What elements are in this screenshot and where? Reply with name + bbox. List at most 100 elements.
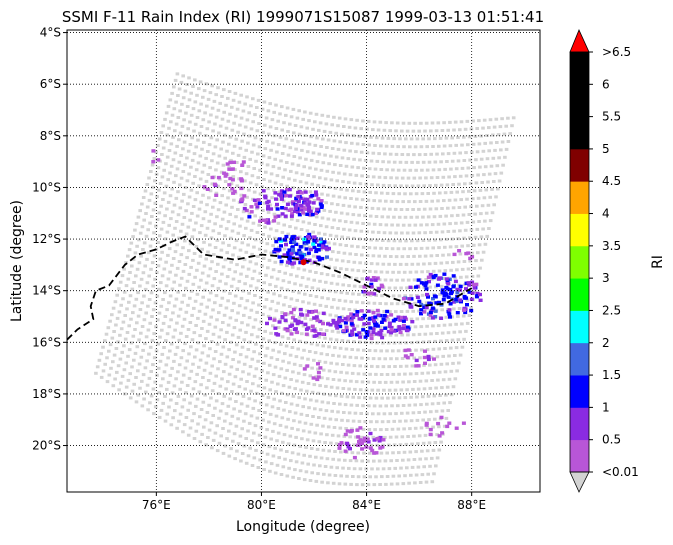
swath-pixel: [214, 93, 218, 97]
swath-pixel: [383, 357, 387, 361]
swath-pixel: [400, 255, 405, 259]
swath-pixel: [487, 126, 491, 130]
rain-pixel: [372, 451, 377, 455]
swath-pixel: [475, 150, 480, 154]
swath-pixel: [146, 228, 150, 232]
swath-pixel: [174, 100, 178, 104]
swath-pixel: [414, 348, 418, 352]
swath-pixel: [264, 460, 268, 464]
swath-pixel: [348, 355, 353, 359]
swath-pixel: [320, 216, 325, 220]
swath-pixel: [168, 373, 173, 377]
swath-pixel: [219, 352, 224, 356]
swath-pixel: [234, 137, 239, 141]
swath-pixel: [198, 80, 203, 84]
swath-pixel: [230, 414, 235, 418]
swath-pixel: [191, 107, 196, 111]
swath-pixel: [369, 341, 374, 345]
swath-pixel: [469, 306, 473, 310]
swath-pixel: [222, 289, 226, 293]
swath-pixel: [260, 393, 265, 397]
swath-pixel: [345, 212, 350, 216]
swath-pixel: [164, 111, 169, 115]
swath-pixel: [385, 349, 389, 353]
swath-pixel: [355, 300, 359, 304]
swath-pixel: [162, 267, 167, 271]
swath-pixel: [363, 443, 368, 447]
swath-pixel: [359, 332, 364, 336]
rain-pixel: [299, 191, 304, 195]
rain-pixel: [444, 285, 449, 290]
rain-pixel: [440, 431, 445, 435]
swath-pixel: [376, 412, 381, 416]
swath-pixel: [335, 282, 340, 286]
swath-pixel: [373, 428, 377, 432]
swath-pixel: [335, 386, 340, 390]
rain-pixel: [446, 282, 451, 286]
swath-pixel: [363, 317, 367, 321]
swath-pixel: [264, 378, 268, 382]
swath-pixel: [101, 345, 105, 349]
swath-pixel: [327, 186, 332, 189]
rain-pixel: [310, 212, 315, 217]
rain-pixel: [349, 319, 354, 323]
swath-pixel: [292, 155, 297, 158]
swath-pixel: [342, 355, 347, 359]
rain-pixel: [375, 436, 380, 441]
swath-pixel: [188, 120, 192, 124]
swath-pixel: [279, 367, 284, 371]
swath-pixel: [436, 222, 441, 226]
swath-pixel: [477, 119, 481, 123]
swath-pixel: [425, 426, 430, 429]
swath-pixel: [384, 482, 388, 486]
rain-pixel: [289, 207, 294, 211]
swath-pixel: [179, 229, 183, 233]
swath-pixel: [167, 405, 171, 409]
swath-pixel: [337, 274, 341, 278]
rain-pixel: [378, 313, 383, 318]
swath-pixel: [416, 160, 420, 164]
swath-pixel: [265, 452, 270, 456]
swath-pixel: [131, 334, 136, 338]
swath-pixel: [435, 355, 440, 359]
swath-pixel: [302, 165, 306, 169]
swath-pixel: [118, 333, 122, 337]
swath-pixel: [446, 152, 451, 156]
swath-pixel: [310, 286, 315, 290]
swath-pixel: [254, 183, 259, 187]
swath-pixel: [185, 156, 189, 160]
swath-pixel: [200, 170, 205, 174]
swath-pixel: [339, 267, 343, 271]
swath-pixel: [274, 103, 278, 107]
swath-pixel: [454, 245, 459, 249]
swath-pixel: [316, 311, 321, 315]
swath-pixel: [334, 314, 338, 318]
swath-pixel: [229, 284, 234, 288]
swath-pixel: [248, 365, 253, 369]
swath-pixel: [232, 246, 237, 250]
swath-pixel: [145, 205, 150, 209]
swath-pixel: [255, 335, 260, 339]
swath-pixel: [301, 117, 305, 121]
swath-pixel: [346, 157, 351, 161]
swath-pixel: [184, 416, 189, 419]
swath-pixel: [450, 315, 454, 319]
swath-pixel: [321, 344, 325, 348]
swath-pixel: [266, 210, 271, 214]
rain-pixel: [428, 427, 433, 432]
swath-pixel: [400, 231, 404, 235]
rain-pixel: [284, 243, 288, 247]
swath-pixel: [176, 370, 180, 374]
swath-pixel: [103, 339, 107, 343]
rain-pixel: [316, 255, 321, 260]
swath-pixel: [281, 465, 286, 469]
swath-pixel: [339, 394, 344, 398]
swath-pixel: [196, 138, 200, 142]
rain-pixel: [303, 322, 308, 326]
swath-pixel: [333, 450, 337, 453]
swath-pixel: [301, 141, 306, 145]
swath-pixel: [166, 277, 171, 281]
swath-pixel: [430, 379, 434, 382]
rain-pixel: [343, 449, 348, 453]
rain-pixel: [375, 324, 380, 328]
